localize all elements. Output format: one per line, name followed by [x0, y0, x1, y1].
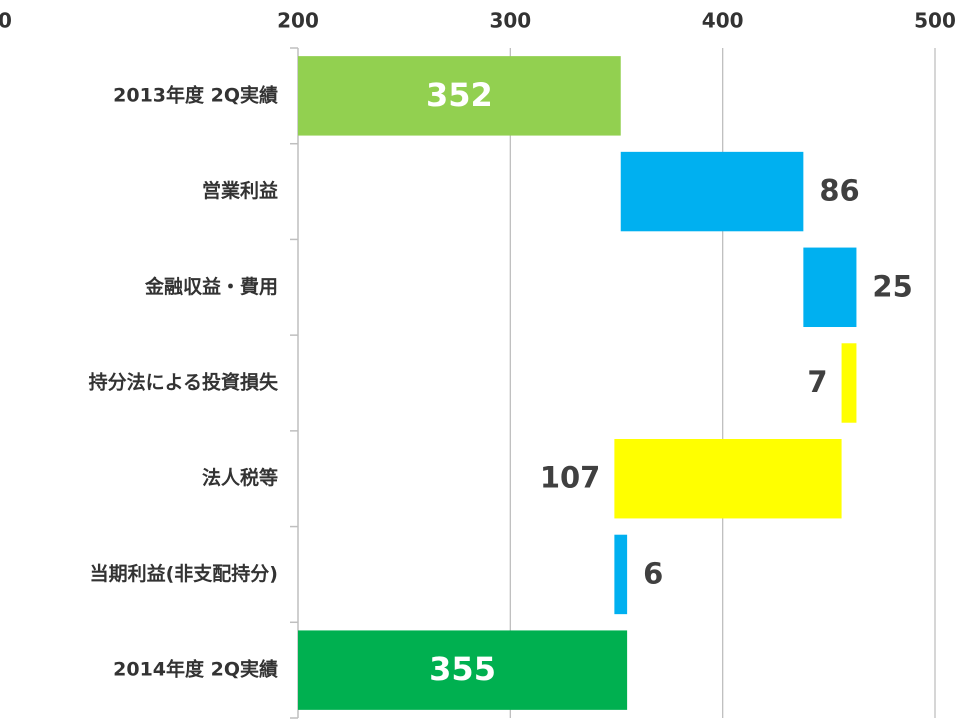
- x-tick-label: 400: [702, 9, 744, 33]
- y-tick-label: 当期利益(非支配持分): [90, 562, 278, 585]
- y-tick-label: 持分法による投資損失: [89, 371, 279, 394]
- x-tick-label: 500: [914, 9, 955, 33]
- y-tick-label: 金融収益・費用: [144, 275, 278, 298]
- data-label: 7: [807, 365, 827, 399]
- bar: [614, 534, 628, 615]
- bar: [803, 247, 857, 328]
- y-tick-label: 法人税等: [202, 466, 278, 489]
- y-tick-label: 2013年度 2Q実績: [113, 83, 278, 106]
- data-label: 25: [872, 269, 912, 303]
- data-label: 86: [819, 174, 859, 208]
- y-tick-label: 営業利益: [202, 179, 278, 202]
- y-tick-label: 2014年度 2Q実績: [113, 658, 278, 681]
- data-label: 6: [643, 556, 663, 590]
- bar: [620, 151, 804, 232]
- bar: [298, 630, 628, 710]
- bar: [298, 56, 621, 136]
- bar: [614, 438, 842, 519]
- x-axis-clipped-label: 0: [0, 9, 12, 33]
- data-label: 107: [540, 461, 601, 495]
- x-tick-label: 300: [489, 9, 531, 33]
- data-label: 352: [426, 76, 493, 114]
- bar: [841, 343, 857, 423]
- x-tick-label: 200: [277, 9, 319, 33]
- data-label: 355: [429, 650, 496, 688]
